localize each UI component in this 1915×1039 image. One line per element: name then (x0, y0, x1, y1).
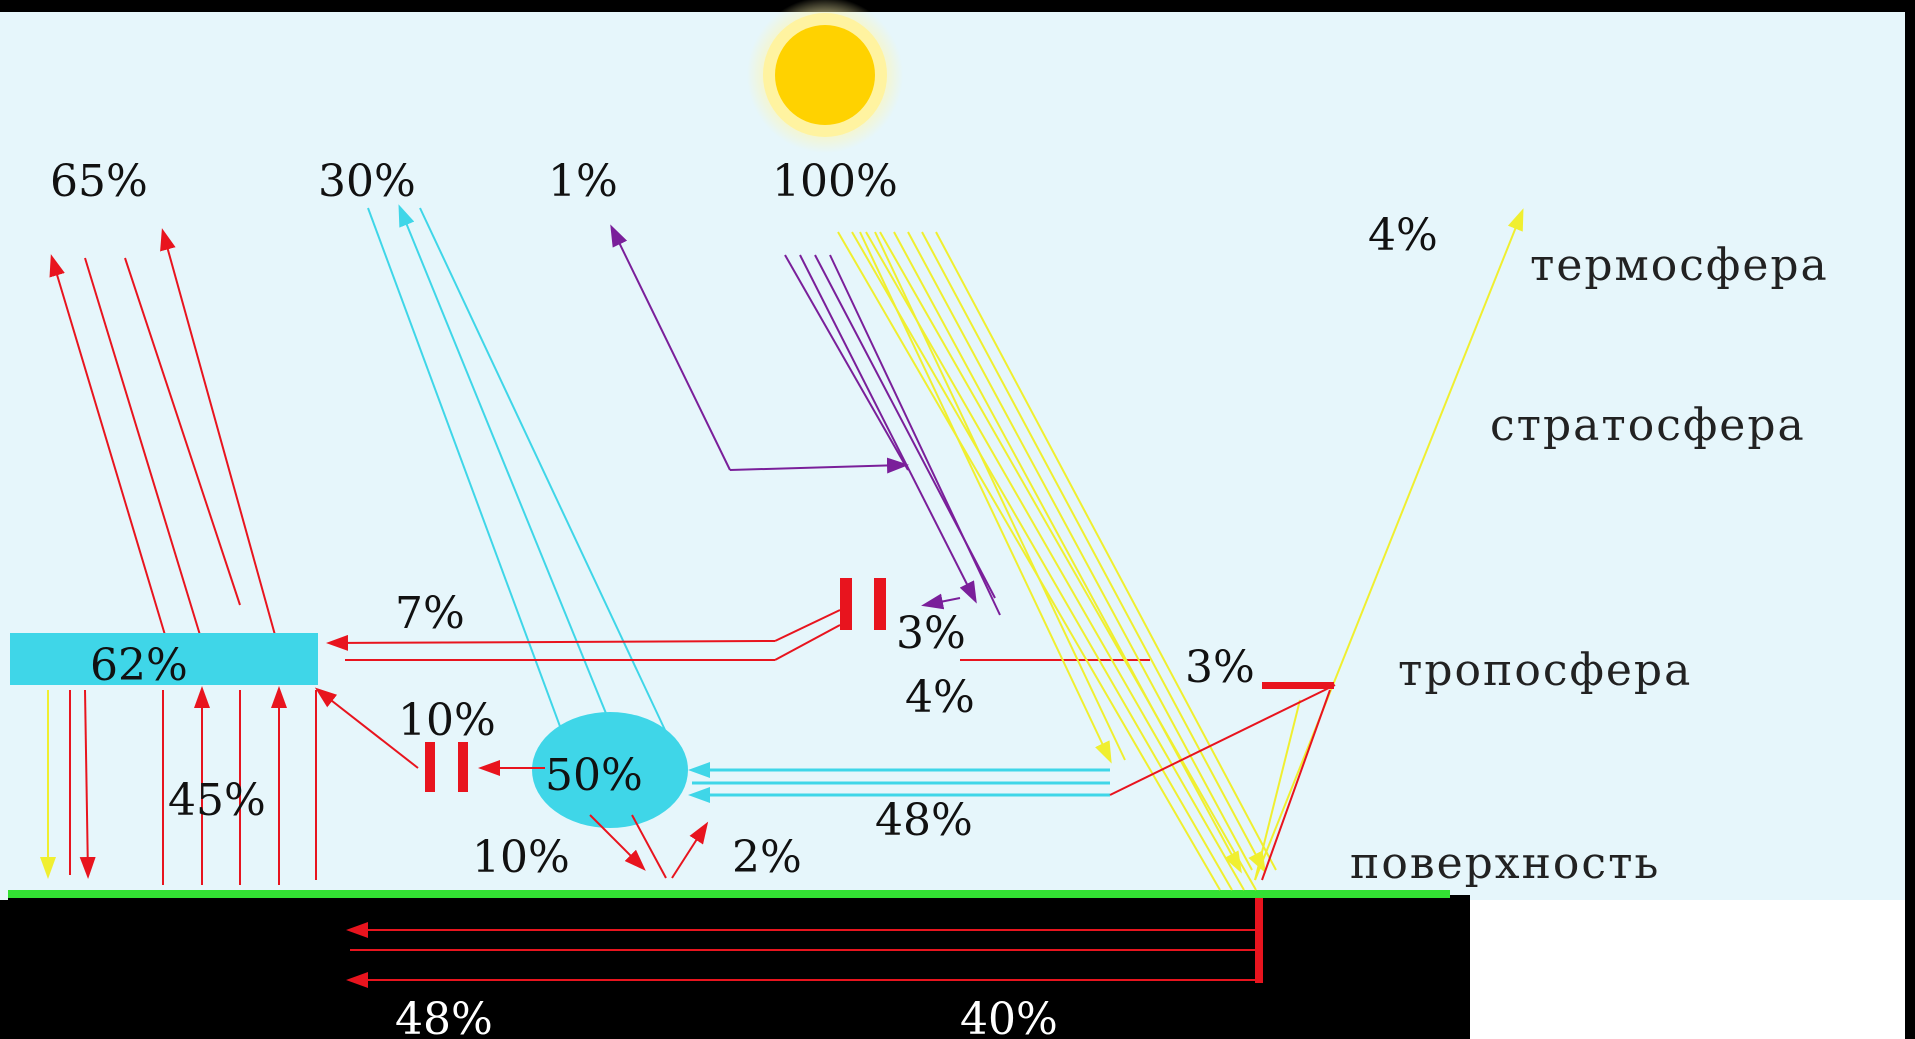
surface-line (8, 890, 1450, 898)
label-48-percent-mid: 48% (875, 795, 973, 846)
layer-thermosphere: термосфера (1530, 240, 1829, 291)
label-10-percent-lower: 10% (472, 832, 570, 883)
sky-background (0, 10, 1915, 900)
label-62-percent: 62% (90, 640, 188, 691)
layer-stratosphere: стратосфера (1490, 400, 1806, 451)
label-30-percent: 30% (318, 156, 416, 207)
label-3-percent-ozone: 3% (896, 608, 966, 659)
layer-troposphere: тропосфера (1398, 645, 1692, 696)
label-1-percent: 1% (548, 156, 618, 207)
label-4-percent-mid: 4% (905, 672, 975, 723)
label-45-percent: 45% (168, 775, 266, 826)
cloud-inflow-arrows (688, 762, 1110, 803)
infrared-surface-up (162, 686, 317, 885)
back-radiation-down (40, 689, 96, 879)
top-black-band (0, 0, 1915, 12)
cloud-to-atmosphere (314, 687, 545, 776)
troposphere-bar (1262, 682, 1334, 689)
bottom-right-white (1470, 900, 1905, 1039)
sunlight-rays (837, 231, 1277, 891)
ground-heat-arrows (346, 922, 1255, 988)
right-edge-band (1905, 0, 1915, 1039)
surface-reflection (1254, 208, 1524, 881)
capacitor-upper (840, 578, 886, 630)
capacitor-lower (425, 742, 468, 792)
uv-rays (610, 224, 1001, 616)
layer-surface: поверхность (1350, 838, 1660, 889)
atmosphere-box (10, 633, 318, 685)
cloud-to-surface (589, 814, 709, 879)
ground-vertical-bar (1255, 898, 1263, 983)
cloud-icon (532, 712, 688, 828)
label-10-percent-upper: 10% (398, 695, 496, 746)
infrared-out-rays (49, 228, 276, 636)
label-4-percent-top: 4% (1368, 210, 1438, 261)
label-50-percent: 50% (545, 750, 643, 801)
label-65-percent: 65% (50, 156, 148, 207)
surface-to-troposphere (1109, 684, 1336, 881)
label-100-percent: 100% (772, 156, 898, 207)
reflected-rays (367, 204, 666, 776)
ozone-to-atmosphere (326, 609, 1150, 661)
label-40-percent-bottom: 40% (960, 994, 1058, 1039)
label-3-percent-troposphere: 3% (1185, 642, 1255, 693)
label-2-percent: 2% (732, 832, 802, 883)
sun-icon (747, 0, 903, 153)
ground-surface (8, 895, 1470, 999)
label-48-percent-bottom: 48% (395, 994, 493, 1039)
label-7-percent: 7% (395, 588, 465, 639)
